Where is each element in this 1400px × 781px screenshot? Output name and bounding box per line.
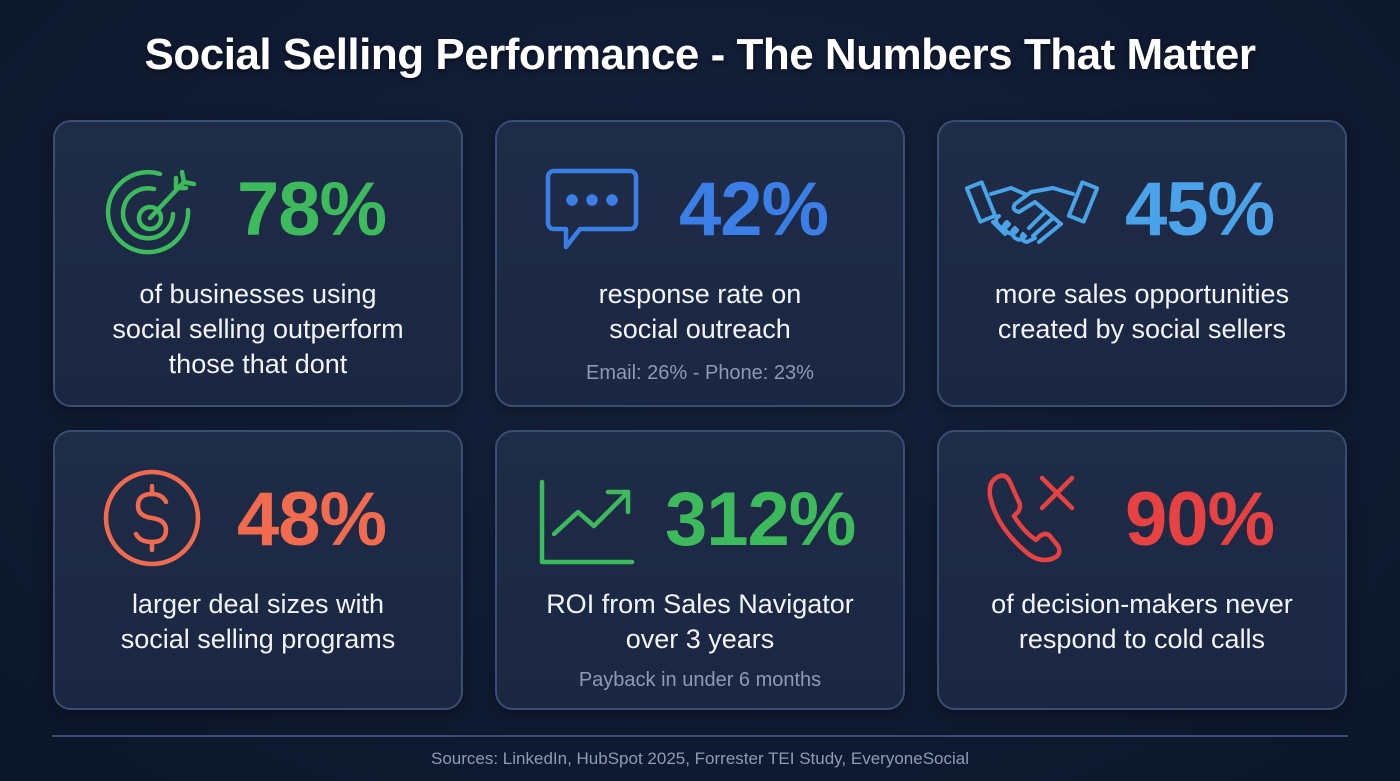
stat-comparison: Email: 26% - Phone: 23% [586,362,814,384]
handshake-icon [964,162,1100,262]
description-line: of decision-makers never [991,589,1293,619]
description-line: response rate on [598,279,802,309]
description-line: respond to cold calls [1018,624,1266,654]
phone-declined-icon [979,468,1089,568]
stat-card-deal-size: 48% larger deal sizes with social sellin… [53,430,463,710]
stat-description: of businesses using social selling outpe… [55,277,461,382]
page-title: Social Selling Performance - The Numbers… [144,30,1256,79]
stat-description: more sales opportunities created by soci… [939,277,1345,347]
description-line: those that dont [168,349,348,379]
description-line: social selling outperform [112,314,404,344]
sources-footnote: Sources: LinkedIn, HubSpot 2025, Forrest… [431,749,969,768]
stat-description: response rate on social outreach [497,277,903,347]
stat-card-roi: 312% ROI from Sales Navigator over 3 yea… [495,430,905,710]
stat-payback: Payback in under 6 months [578,669,822,691]
stat-value: 42% [679,167,829,252]
dollar-circle-icon [97,468,207,568]
description-line: social outreach [609,314,791,344]
stat-value: 312% [665,477,856,562]
target-icon [97,164,207,264]
stat-card-opportunities: 45% more sales opportunities created by … [937,120,1347,407]
trend-up-chart-icon [531,472,641,572]
stat-card-cold-calls: 90% of decision-makers never respond to … [937,430,1347,710]
stat-description: larger deal sizes with social selling pr… [55,587,461,657]
description-line: larger deal sizes with [131,589,385,619]
stat-value: 45% [1125,167,1275,252]
description-line: social selling programs [120,624,396,654]
description-line: ROI from Sales Navigator [546,589,854,619]
stat-value: 48% [237,477,387,562]
chat-bubble-icon [537,162,647,262]
stat-card-outperform: 78% of businesses using social selling o… [53,120,463,407]
stat-value: 90% [1125,477,1275,562]
stat-description: ROI from Sales Navigator over 3 years [497,587,903,657]
description-line: of businesses using [139,279,377,309]
description-line: over 3 years [625,624,775,654]
description-line: created by social sellers [997,314,1287,344]
footer-divider [52,735,1348,737]
stat-card-response-rate: 42% response rate on social outreach Ema… [495,120,905,407]
stat-description: of decision-makers never respond to cold… [939,587,1345,657]
stat-value: 78% [237,167,387,252]
description-line: more sales opportunities [994,279,1290,309]
